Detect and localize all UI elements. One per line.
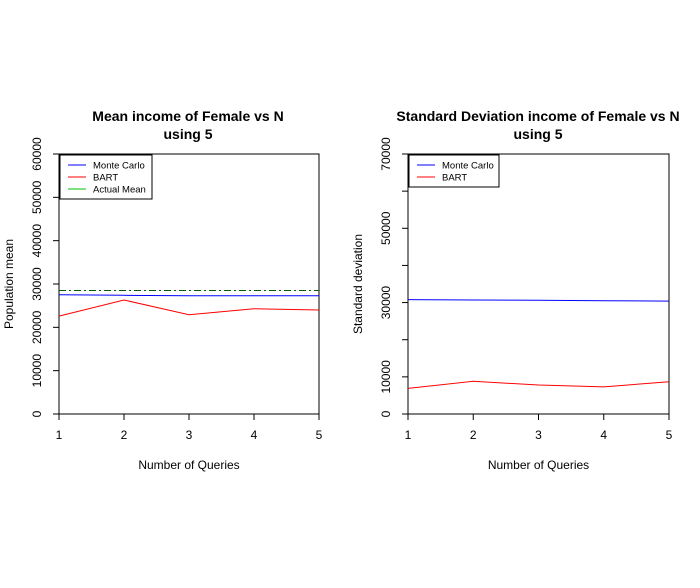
legend-label: Actual Mean xyxy=(93,185,146,196)
series-line-bart xyxy=(407,380,670,389)
legend-label: BART xyxy=(93,173,118,184)
x-tick-label: 5 xyxy=(666,428,673,442)
x-axis-label: Number of Queries xyxy=(488,458,589,472)
chart-subtitle: using 5 xyxy=(163,126,212,142)
x-tick-label: 4 xyxy=(251,428,258,442)
chart-subtitle: using 5 xyxy=(513,126,562,142)
legend-label: Monte Carlo xyxy=(442,161,494,172)
y-tick-label: 30000 xyxy=(379,286,393,320)
y-tick-label: 40000 xyxy=(30,224,44,258)
plot-frame xyxy=(407,153,670,415)
x-tick-label: 2 xyxy=(121,428,128,442)
y-axis-label: Standard deviation xyxy=(351,234,365,334)
chart-panel-2: Standard Deviation income of Female vs N… xyxy=(351,108,680,472)
chart-title: Standard Deviation income of Female vs N xyxy=(396,108,679,124)
y-tick-label: 70000 xyxy=(379,137,393,171)
legend-box xyxy=(408,154,500,188)
series-line-bart xyxy=(58,299,320,317)
y-tick-label: 50000 xyxy=(30,180,44,214)
y-tick-label: 0 xyxy=(30,410,44,417)
x-axis-label: Number of Queries xyxy=(138,458,239,472)
y-tick-label: 0 xyxy=(379,410,393,417)
chart-panel-1: Mean income of Female vs N using 5 1 2 3 4 5 0 1… xyxy=(2,108,323,472)
legend-label: BART xyxy=(442,173,467,184)
y-tick-label: 30000 xyxy=(30,267,44,301)
y-tick-label: 60000 xyxy=(30,137,44,171)
y-tick-label: 20000 xyxy=(30,310,44,344)
x-tick-label: 1 xyxy=(405,428,412,442)
x-tick-label: 3 xyxy=(186,428,193,442)
x-tick-label: 5 xyxy=(316,428,323,442)
y-tick-label: 10000 xyxy=(30,354,44,388)
x-tick-label: 1 xyxy=(56,428,63,442)
x-tick-label: 2 xyxy=(470,428,477,442)
x-tick-label: 3 xyxy=(535,428,542,442)
series-line-monte-carlo xyxy=(58,294,319,297)
legend-label: Monte Carlo xyxy=(93,161,145,172)
y-tick-label: 50000 xyxy=(379,211,393,245)
x-tick-label: 4 xyxy=(600,428,607,442)
y-axis-label: Population mean xyxy=(2,239,16,329)
chart-title: Mean income of Female vs N xyxy=(92,108,283,124)
y-tick-label: 10000 xyxy=(379,360,393,394)
series-line-monte-carlo xyxy=(407,299,670,302)
